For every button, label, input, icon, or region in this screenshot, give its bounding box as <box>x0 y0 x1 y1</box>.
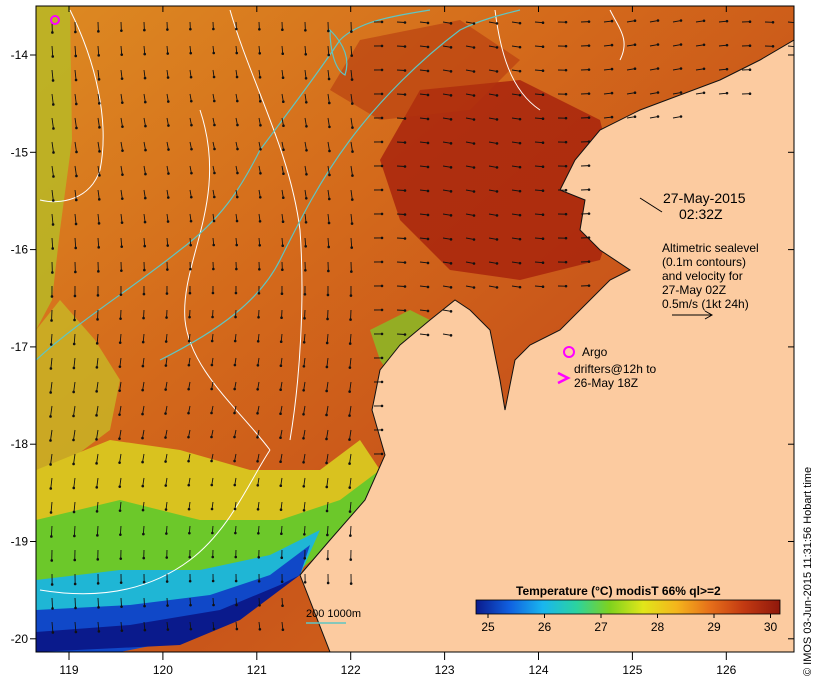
altimetry-line3: and velocity for <box>662 269 743 283</box>
sea-band-blue <box>36 545 310 652</box>
lat-tick-label: -19 <box>11 535 29 549</box>
altimetry-line2: (0.1m contours) <box>662 255 746 269</box>
lon-tick-label: 120 <box>153 663 173 677</box>
land-mass <box>300 6 794 652</box>
lon-tick-label: 125 <box>622 663 642 677</box>
colorbar-tick-label: 26 <box>538 620 552 634</box>
lat-tick-label: -17 <box>11 340 29 354</box>
lon-tick-label: 119 <box>59 663 78 677</box>
colorbar-title: Temperature (°C) modisT 66% ql>=2 <box>516 584 721 598</box>
isobath-legend-label: 200 1000m <box>306 608 361 620</box>
time-label: 02:32Z <box>679 206 723 222</box>
drifter-chevron-icon <box>557 371 571 385</box>
argo-marker-icon <box>563 346 575 358</box>
lon-tick-label: 123 <box>435 663 455 677</box>
latitude-axis: -14 -15 -16 -17 -18 -19 -20 <box>11 48 794 646</box>
velocity-arrows <box>49 19 794 634</box>
argo-label: Argo <box>582 345 608 359</box>
lat-tick-label: -18 <box>11 437 29 451</box>
colorbar-ticks: 25 26 27 28 29 30 <box>481 614 777 634</box>
plot-frame <box>35 5 795 653</box>
colorbar-tick-label: 25 <box>481 620 495 634</box>
velocity-scale-arrow-icon <box>672 310 714 320</box>
lat-tick-label: -14 <box>11 48 29 62</box>
lat-tick-label: -20 <box>11 632 29 646</box>
date-pointer <box>639 197 663 213</box>
colorbar-tick-label: 27 <box>594 620 608 634</box>
lon-tick-label: 122 <box>341 663 361 677</box>
land-coast-outline <box>299 39 794 652</box>
lat-tick-label: -15 <box>11 145 29 159</box>
side-credit: © IMOS 03-Jun-2015 11:31:56 Hobart time <box>802 467 814 676</box>
colorbar-tick-label: 30 <box>764 620 778 634</box>
lon-tick-label: 124 <box>528 663 548 677</box>
colorbar-tick-label: 28 <box>651 620 665 634</box>
drifters-line1: drifters@12h to <box>574 362 657 376</box>
date-label: 27-May-2015 <box>663 190 746 206</box>
longitude-axis: 119 120 121 122 123 124 125 126 <box>59 6 737 677</box>
altimetry-line4: 27-May 02Z <box>662 283 726 297</box>
colorbar <box>475 599 781 615</box>
argo-marker-corner-icon <box>50 15 60 25</box>
sea-hot-core <box>380 80 620 280</box>
drifters-line2: 26-May 18Z <box>574 376 638 390</box>
sea-band-deepblue <box>36 575 300 652</box>
lon-tick-label: 121 <box>247 663 267 677</box>
lon-tick-label: 126 <box>716 663 736 677</box>
colorbar-tick-label: 29 <box>707 620 721 634</box>
altimetry-line5: 0.5m/s (1kt 24h) <box>662 297 749 311</box>
altimetry-line1: Altimetric sealevel <box>662 241 759 255</box>
sea-cool-west <box>36 6 72 330</box>
lat-tick-label: -16 <box>11 243 29 257</box>
